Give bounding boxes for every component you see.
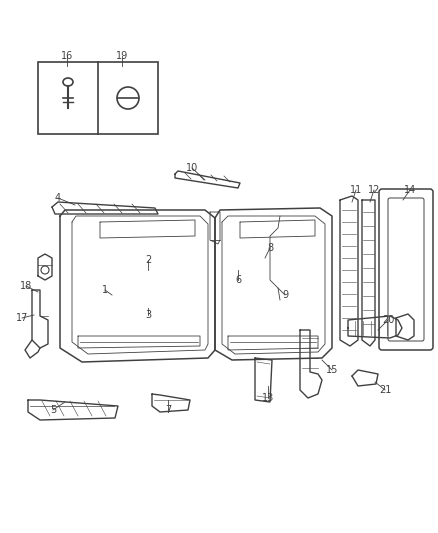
Text: 12: 12 [368, 185, 380, 195]
Text: 21: 21 [379, 385, 391, 395]
Text: 1: 1 [102, 285, 108, 295]
Text: 17: 17 [16, 313, 28, 323]
Text: 2: 2 [145, 255, 151, 265]
Text: 11: 11 [350, 185, 362, 195]
Text: 7: 7 [165, 405, 171, 415]
Text: 10: 10 [186, 163, 198, 173]
Text: 6: 6 [235, 275, 241, 285]
Text: 4: 4 [55, 193, 61, 203]
Text: 3: 3 [145, 310, 151, 320]
Text: 8: 8 [267, 243, 273, 253]
Text: 14: 14 [404, 185, 416, 195]
Bar [38, 62, 158, 134]
Text: 19: 19 [116, 51, 128, 61]
Text: 5: 5 [50, 405, 56, 415]
Text: 13: 13 [262, 393, 274, 403]
Text: 16: 16 [61, 51, 73, 61]
Text: 18: 18 [20, 281, 32, 291]
Text: 20: 20 [382, 315, 394, 325]
Text: 9: 9 [282, 290, 288, 300]
Text: 15: 15 [326, 365, 338, 375]
